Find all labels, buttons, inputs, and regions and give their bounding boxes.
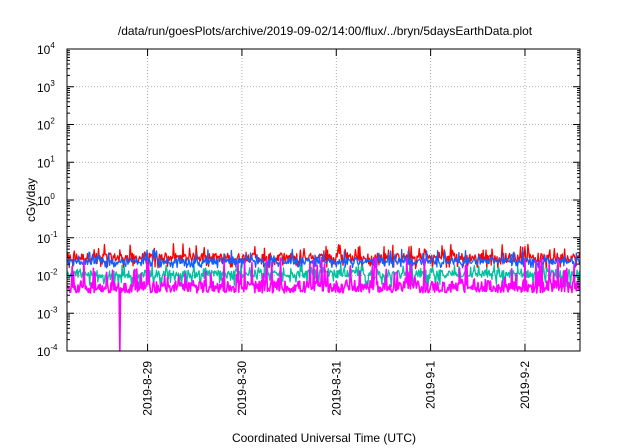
x-tick-label: 2019-9-1 [424, 361, 438, 409]
y-tick-label: 100 [37, 192, 55, 208]
grid [67, 49, 580, 351]
y-tick-label: 10-1 [37, 230, 58, 246]
y-tick-label: 10-4 [37, 343, 58, 359]
chart-title: /data/run/goesPlots/archive/2019-09-02/1… [118, 24, 533, 38]
series-line-2 [66, 263, 581, 288]
x-tick-label: 2019-8-29 [141, 361, 155, 416]
x-axis-label: Coordinated Universal Time (UTC) [232, 431, 416, 445]
plot-frame [66, 48, 581, 352]
x-tick-label: 2019-8-31 [329, 361, 343, 416]
y-tick-label: 104 [37, 41, 55, 57]
x-tick-label: 2019-8-30 [235, 361, 249, 416]
y-tick-label: 10-2 [37, 268, 58, 284]
y-tick-label: 103 [37, 79, 55, 95]
series-line-3 [66, 248, 581, 269]
ticks: 10-4 10-3 10-2 10-1 100 101 102 103 104 2019-8-29… [37, 41, 580, 416]
y-tick-label: 101 [37, 154, 55, 170]
y-tick-label: 10-3 [37, 305, 58, 321]
series-line-4 [66, 256, 581, 352]
series-layer [66, 243, 581, 352]
y-axis-label: cGy/day [24, 178, 38, 222]
y-tick-label: 102 [37, 117, 55, 133]
x-tick-label: 2019-9-2 [518, 361, 532, 409]
